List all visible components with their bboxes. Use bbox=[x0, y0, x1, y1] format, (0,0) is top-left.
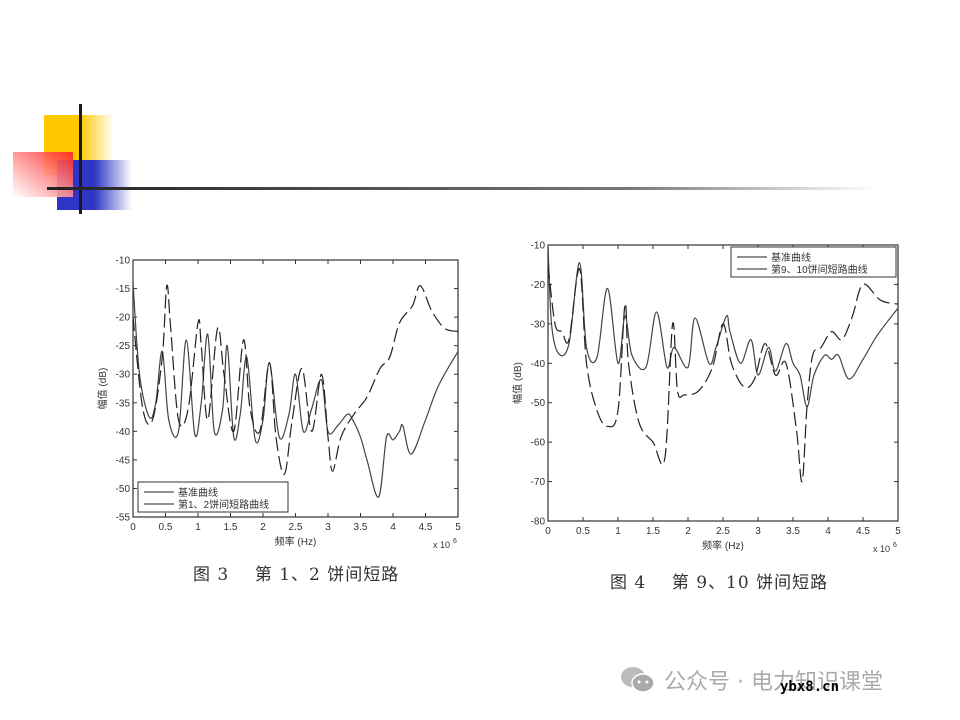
series-line bbox=[548, 245, 898, 408]
vertical-line bbox=[79, 104, 82, 214]
y-tick-label: -40 bbox=[531, 359, 546, 370]
y-tick-label: -30 bbox=[116, 370, 131, 381]
x-tick-label: 4 bbox=[825, 526, 831, 537]
y-tick-label: -50 bbox=[531, 398, 546, 409]
x-tick-label: 0 bbox=[130, 522, 136, 533]
legend-entry: 第1、2饼间短路曲线 bbox=[178, 498, 269, 511]
svg-text:6: 6 bbox=[893, 542, 897, 549]
x-tick-label: 0.5 bbox=[159, 522, 173, 533]
footer-account: 公众号 · 电力知识课堂 bbox=[620, 664, 883, 696]
y-tick-label: -35 bbox=[116, 398, 131, 409]
x-axis-label: 频率 (Hz) bbox=[275, 535, 317, 548]
x-tick-label: 3.5 bbox=[786, 526, 800, 537]
y-axis-label: 幅值 (dB) bbox=[96, 368, 109, 410]
y-tick-label: -10 bbox=[116, 256, 131, 267]
legend-entry: 基准曲线 bbox=[178, 486, 218, 499]
x-multiplier: x 10 bbox=[433, 540, 450, 550]
y-tick-label: -80 bbox=[531, 517, 546, 528]
y-tick-label: -50 bbox=[116, 484, 131, 495]
x-tick-label: 0 bbox=[545, 526, 551, 537]
y-tick-label: -25 bbox=[116, 341, 131, 352]
x-tick-label: 0.5 bbox=[576, 526, 590, 537]
series-line bbox=[133, 284, 458, 475]
figure-4-caption: 图 4 第 9、10 饼间短路 bbox=[610, 573, 829, 593]
x-tick-label: 1.5 bbox=[646, 526, 660, 537]
svg-text:6: 6 bbox=[453, 538, 457, 545]
x-tick-label: 1.5 bbox=[224, 522, 238, 533]
y-tick-label: -55 bbox=[116, 513, 131, 524]
y-tick-label: -30 bbox=[531, 319, 546, 330]
x-tick-label: 4.5 bbox=[419, 522, 433, 533]
x-axis-label: 频率 (Hz) bbox=[702, 539, 744, 552]
x-tick-label: 5 bbox=[455, 522, 461, 533]
y-tick-label: -20 bbox=[531, 280, 546, 291]
figure-3-chart: 0 0.5 1 1.5 2 2.5 3 3.5 4 4.5 5 -10 -15 -20 -25 -30 -35 -… bbox=[95, 245, 475, 560]
x-tick-label: 3 bbox=[755, 526, 761, 537]
plot-area bbox=[547, 244, 899, 522]
legend-entry: 基准曲线 bbox=[771, 251, 811, 264]
red-square bbox=[13, 152, 73, 197]
x-tick-label: 2.5 bbox=[716, 526, 730, 537]
plot-area bbox=[132, 259, 459, 518]
x-tick-label: 3.5 bbox=[354, 522, 368, 533]
horizontal-line bbox=[47, 187, 877, 190]
account-name: 公众号 · 电力知识课堂 bbox=[664, 670, 883, 695]
legend-entry: 第9、10饼间短路曲线 bbox=[771, 263, 868, 276]
x-tick-label: 1 bbox=[615, 526, 621, 537]
x-tick-label: 2 bbox=[260, 522, 266, 533]
x-tick-label: 5 bbox=[895, 526, 901, 537]
y-tick-label: -40 bbox=[116, 427, 131, 438]
y-tick-label: -70 bbox=[531, 477, 546, 488]
x-tick-label: 1 bbox=[195, 522, 201, 533]
y-tick-label: -60 bbox=[531, 438, 546, 449]
figure-3-caption: 图 3 第 1、2 饼间短路 bbox=[193, 565, 400, 585]
x-tick-label: 2 bbox=[685, 526, 691, 537]
y-tick-label: -10 bbox=[531, 241, 546, 252]
y-tick-label: -15 bbox=[116, 284, 131, 295]
watermark: ybx8.cn bbox=[780, 679, 840, 695]
x-tick-label: 2.5 bbox=[289, 522, 303, 533]
y-tick-label: -20 bbox=[116, 313, 131, 324]
y-tick-label: -45 bbox=[116, 455, 131, 466]
slide-header-decoration bbox=[0, 0, 960, 230]
x-tick-label: 4.5 bbox=[856, 526, 870, 537]
wechat-icon bbox=[621, 667, 655, 693]
figure-4-chart: 0 0.5 1 1.5 2 2.5 3 3.5 4 4.5 5 -10 -20 -30 -40 -50 -60 -… bbox=[505, 232, 910, 562]
x-tick-label: 4 bbox=[390, 522, 396, 533]
x-multiplier: x 10 bbox=[873, 544, 890, 554]
series-line bbox=[548, 264, 898, 483]
y-axis-label: 幅值 (dB) bbox=[511, 362, 524, 404]
x-tick-label: 3 bbox=[325, 522, 331, 533]
